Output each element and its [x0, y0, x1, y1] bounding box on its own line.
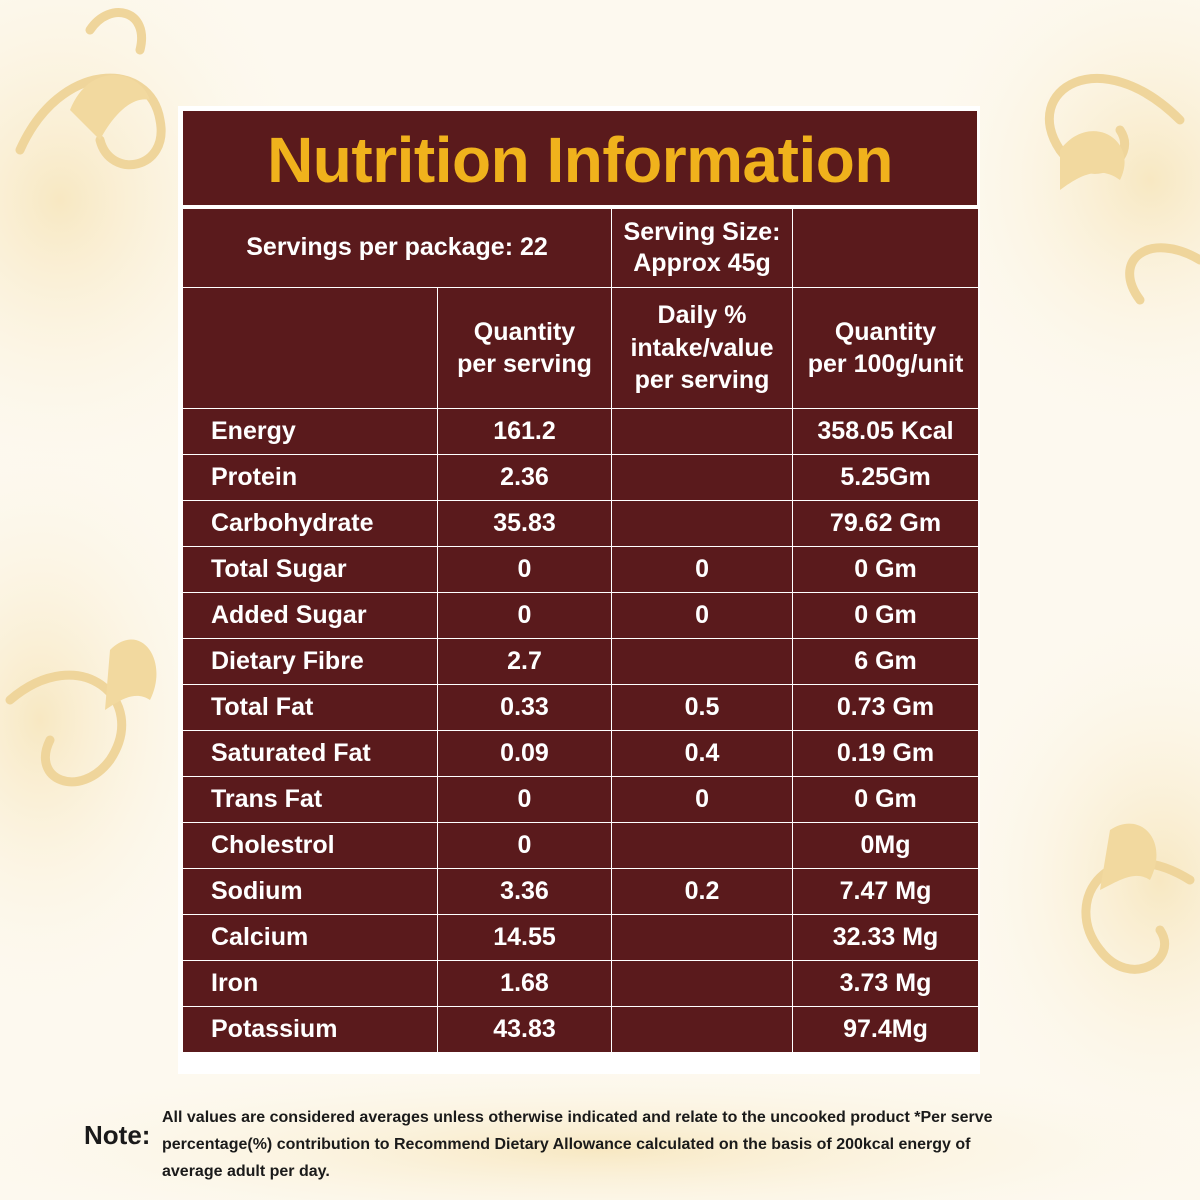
- nutrient-name: Energy: [182, 408, 438, 455]
- page-title: Nutrition Information: [267, 124, 893, 196]
- nutrient-name: Saturated Fat: [182, 730, 438, 777]
- qty-per-100g: 5.25Gm: [792, 454, 980, 501]
- column-header-row: Quantity per serving Daily % intake/valu…: [182, 287, 980, 409]
- title-bar: Nutrition Information: [183, 111, 977, 205]
- qty-per-100g: 0 Gm: [792, 776, 980, 823]
- nutrient-rows: Energy 161.2 358.05 Kcal Protein 2.36 5.25Gm C…: [182, 408, 980, 1053]
- nutrient-name: Calcium: [182, 914, 438, 961]
- nutrient-name: Protein: [182, 454, 438, 501]
- daily-intake: [611, 408, 794, 455]
- qty-per-100g: 6 Gm: [792, 638, 980, 685]
- table-row: Saturated Fat 0.09 0.4 0.19 Gm: [182, 730, 980, 777]
- table-row: Dietary Fibre 2.7 6 Gm: [182, 638, 980, 685]
- qty-per-100g: 32.33 Mg: [792, 914, 980, 961]
- column-header-line: Quantity: [473, 317, 576, 346]
- column-header-daily: Daily % intake/value per serving: [611, 287, 794, 409]
- qty-per-100g: 0.73 Gm: [792, 684, 980, 731]
- qty-per-serving: 43.83: [436, 1006, 613, 1053]
- nutrient-name: Iron: [182, 960, 438, 1007]
- qty-per-100g: 0.19 Gm: [792, 730, 980, 777]
- serving-size-label: Serving Size:: [623, 217, 781, 246]
- qty-per-100g: 7.47 Mg: [792, 868, 980, 915]
- nutrition-table: Servings per package: 22 Serving Size: A…: [181, 208, 980, 1053]
- table-row: Iron 1.68 3.73 Mg: [182, 960, 980, 1007]
- qty-per-100g: 0Mg: [792, 822, 980, 869]
- table-header-row: Servings per package: 22 Serving Size: A…: [181, 208, 980, 288]
- qty-per-serving: 0: [436, 592, 613, 639]
- column-header-line: Daily %: [657, 301, 747, 330]
- nutrient-name: Total Fat: [182, 684, 438, 731]
- column-header-line: per serving: [634, 366, 770, 395]
- qty-per-100g: 0 Gm: [792, 592, 980, 639]
- table-row: Trans Fat 0 0 0 Gm: [182, 776, 980, 823]
- daily-intake: [611, 1006, 794, 1053]
- daily-intake: [611, 914, 794, 961]
- table-row: Added Sugar 0 0 0 Gm: [182, 592, 980, 639]
- qty-per-serving: 3.36: [436, 868, 613, 915]
- daily-intake: 0: [611, 546, 794, 593]
- daily-intake: 0: [611, 592, 794, 639]
- table-row: Potassium 43.83 97.4Mg: [182, 1006, 980, 1053]
- servings-per-package: Servings per package: 22: [181, 208, 613, 288]
- nutrient-name: Sodium: [182, 868, 438, 915]
- note-label: Note:: [84, 1120, 151, 1150]
- qty-per-serving: 0: [436, 776, 613, 823]
- nutrient-name: Carbohydrate: [182, 500, 438, 547]
- column-header-line: Quantity: [834, 317, 937, 346]
- column-header-line: per 100g/unit: [807, 350, 964, 378]
- qty-per-100g: 79.62 Gm: [792, 500, 980, 547]
- note-text: All values are considered averages unles…: [162, 1104, 1062, 1185]
- daily-intake: [611, 454, 794, 501]
- qty-per-serving: 161.2: [436, 408, 613, 455]
- daily-intake: [611, 500, 794, 547]
- table-row: Sodium 3.36 0.2 7.47 Mg: [182, 868, 980, 915]
- daily-intake: 0.2: [611, 868, 794, 915]
- qty-per-100g: 358.05 Kcal: [792, 408, 980, 455]
- note-line: percentage(%) contribution to Recommend …: [162, 1136, 971, 1153]
- nutrient-name: Potassium: [182, 1006, 438, 1053]
- qty-per-serving: 35.83: [436, 500, 613, 547]
- nutrient-name: Trans Fat: [182, 776, 438, 823]
- qty-per-serving: 2.36: [436, 454, 613, 501]
- table-row: Calcium 14.55 32.33 Mg: [182, 914, 980, 961]
- note-line: All values are considered averages unles…: [162, 1109, 993, 1126]
- qty-per-100g: 3.73 Mg: [792, 960, 980, 1007]
- column-header-line: intake/value: [630, 333, 774, 362]
- nutrient-name: Total Sugar: [182, 546, 438, 593]
- qty-per-serving: 0: [436, 822, 613, 869]
- qty-per-serving: 2.7: [436, 638, 613, 685]
- column-header-qty-serving: Quantity per serving: [436, 287, 613, 409]
- qty-per-serving: 14.55: [436, 914, 613, 961]
- nutrient-name: Added Sugar: [182, 592, 438, 639]
- daily-intake: 0.5: [611, 684, 794, 731]
- table-row: Protein 2.36 5.25Gm: [182, 454, 980, 501]
- qty-per-serving: 0: [436, 546, 613, 593]
- table-row: Cholestrol 0 0Mg: [182, 822, 980, 869]
- table-row: Total Fat 0.33 0.5 0.73 Gm: [182, 684, 980, 731]
- serving-size-value: Approx 45g: [633, 249, 771, 277]
- qty-per-serving: 0.33: [436, 684, 613, 731]
- qty-per-serving: 1.68: [436, 960, 613, 1007]
- column-header-line: per serving: [457, 350, 592, 378]
- nutrient-name: Dietary Fibre: [182, 638, 438, 685]
- daily-intake: 0: [611, 776, 794, 823]
- qty-per-100g: 97.4Mg: [792, 1006, 980, 1053]
- nutrient-name: Cholestrol: [182, 822, 438, 869]
- qty-per-100g: 0 Gm: [792, 546, 980, 593]
- daily-intake: [611, 638, 794, 685]
- qty-per-serving: 0.09: [436, 730, 613, 777]
- daily-intake: 0.4: [611, 730, 794, 777]
- daily-intake: [611, 960, 794, 1007]
- daily-intake: [611, 822, 794, 869]
- empty-column-header: [182, 287, 438, 409]
- table-row: Energy 161.2 358.05 Kcal: [182, 408, 980, 455]
- table-row: Total Sugar 0 0 0 Gm: [182, 546, 980, 593]
- table-row: Carbohydrate 35.83 79.62 Gm: [182, 500, 980, 547]
- serving-size: Serving Size: Approx 45g: [611, 208, 794, 288]
- empty-header-cell: [792, 208, 980, 288]
- note-line: average adult per day.: [162, 1163, 330, 1180]
- column-header-qty-100g: Quantity per 100g/unit: [792, 287, 980, 409]
